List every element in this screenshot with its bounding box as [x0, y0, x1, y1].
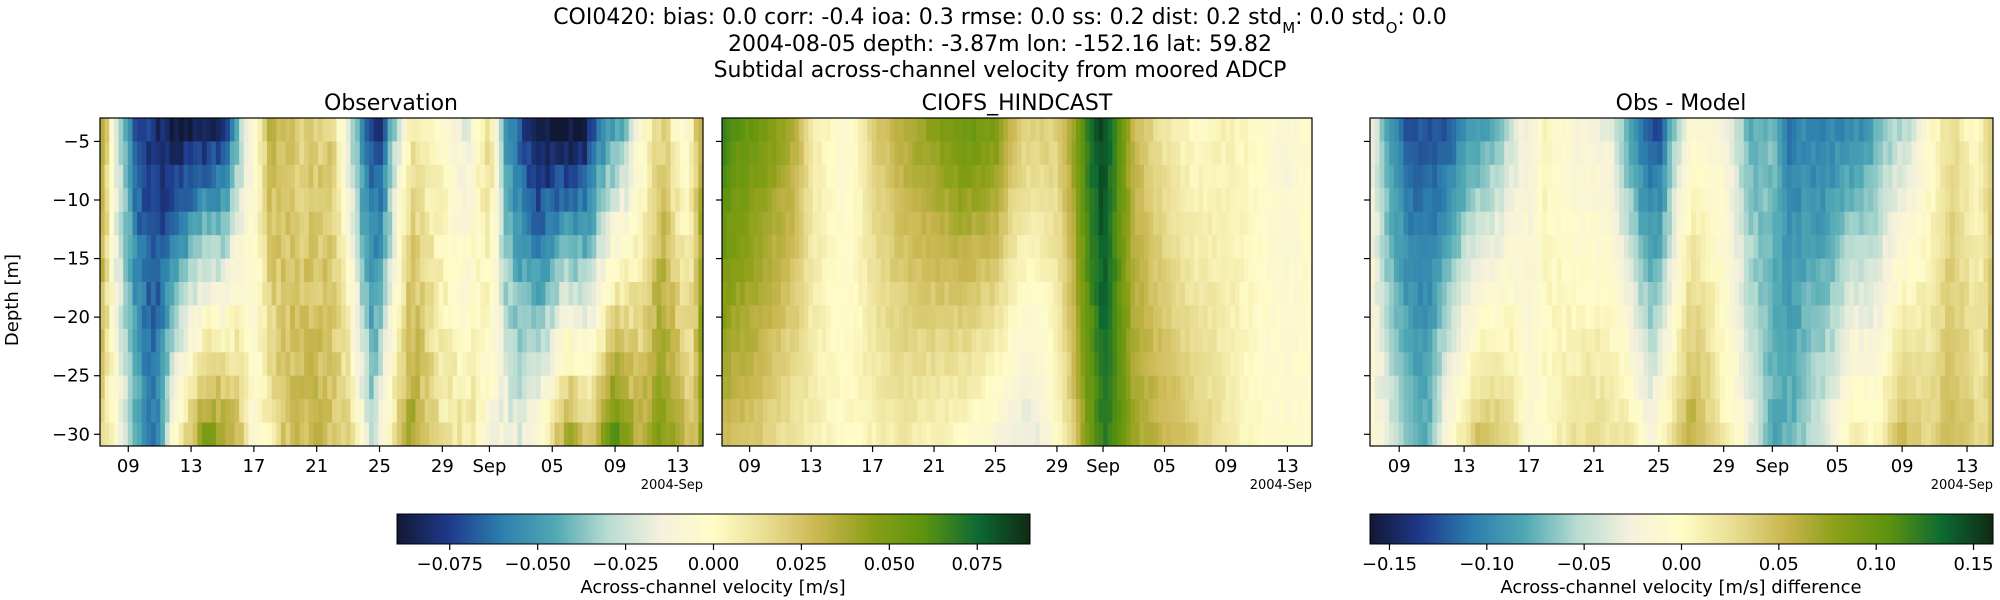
- colorbar-tick-label: −0.10: [1459, 554, 1514, 575]
- axes-frame-model: [721, 117, 1313, 447]
- colorbar-tick-label: −0.15: [1362, 554, 1417, 575]
- colorbar-velocity: [396, 513, 1031, 545]
- x-tick-label: 29: [1712, 456, 1735, 477]
- colorbar-tick-label: 0.00: [1661, 554, 1701, 575]
- colorbar-label-difference: Across-channel velocity [m/s] difference: [1500, 577, 1861, 598]
- panel-title-model: CIOFS_HINDCAST: [922, 91, 1113, 116]
- x-tick-label: 05: [1826, 456, 1849, 477]
- y-tick-label: −30: [52, 424, 90, 445]
- x-tick-label: Sep: [1755, 456, 1789, 477]
- colorbar-tick-label: 0.025: [776, 554, 828, 575]
- colorbar-tick-label: −0.05: [1557, 554, 1612, 575]
- x-tick-label: 13: [1956, 456, 1979, 477]
- figure-title-line3: Subtidal across-channel velocity from mo…: [714, 58, 1287, 83]
- colorbar-tick-label: −0.025: [592, 554, 659, 575]
- x-tick-label: Sep: [1086, 456, 1120, 477]
- x-offset-label-model: 2004-Sep: [1250, 478, 1312, 493]
- figure-title-line2: 2004-08-05 depth: -3.87m lon: -152.16 la…: [728, 32, 1272, 57]
- x-tick-label: 13: [180, 456, 203, 477]
- heatmap-model: [722, 118, 1312, 446]
- x-tick-label: 17: [242, 456, 265, 477]
- x-tick-label: 09: [117, 456, 140, 477]
- x-tick-label: 13: [800, 456, 823, 477]
- x-tick-label: 25: [368, 456, 391, 477]
- colorbar-tick-label: −0.050: [504, 554, 571, 575]
- colorbar-tick-label: 0.15: [1953, 554, 1993, 575]
- x-tick-label: 17: [861, 456, 884, 477]
- x-tick-label: 05: [1153, 456, 1176, 477]
- y-tick-label: −5: [63, 131, 90, 152]
- x-tick-label: 09: [604, 456, 627, 477]
- x-tick-label: Sep: [472, 456, 506, 477]
- x-offset-label-difference: 2004-Sep: [1931, 478, 1993, 493]
- x-tick-label: 09: [1891, 456, 1914, 477]
- panel-title-difference: Obs - Model: [1616, 91, 1747, 116]
- x-tick-label: 05: [541, 456, 564, 477]
- x-tick-label: 09: [1215, 456, 1238, 477]
- x-offset-label-observation: 2004-Sep: [641, 478, 703, 493]
- colorbar-tick-label: 0.050: [864, 554, 916, 575]
- colorbar-tick-label: 0.05: [1759, 554, 1799, 575]
- x-tick-label: 25: [984, 456, 1007, 477]
- y-tick-label: −10: [52, 190, 90, 211]
- x-tick-label: 21: [305, 456, 328, 477]
- panel-title-observation: Observation: [324, 91, 458, 116]
- x-tick-label: 29: [1045, 456, 1068, 477]
- colorbar-tick-label: 0.10: [1856, 554, 1896, 575]
- y-axis-label: Depth [m]: [2, 254, 23, 346]
- heatmap-observation: [100, 118, 703, 446]
- colorbar-difference: [1369, 513, 1994, 545]
- x-tick-label: 13: [1453, 456, 1476, 477]
- figure-title-line1: COI0420: bias: 0.0 corr: -0.4 ioa: 0.3 r…: [553, 5, 1447, 37]
- colorbar-label-velocity: Across-channel velocity [m/s]: [580, 577, 845, 598]
- colorbar-tick-label: −0.075: [416, 554, 483, 575]
- colorbar-tick-label: 0.075: [951, 554, 1003, 575]
- colorbar-ticks: −0.075 −0.050 −0.025 0.000 0.025 0.050 0.075 −0…: [416, 544, 1994, 575]
- heatmap-difference: [1370, 118, 1993, 446]
- x-tick-label: 09: [1388, 456, 1411, 477]
- y-tick-label: −15: [52, 249, 90, 270]
- axes-frame-difference: [1369, 117, 1994, 447]
- x-tick-label: 21: [923, 456, 946, 477]
- x-tick-label: 09: [738, 456, 761, 477]
- x-tick-label: 13: [1276, 456, 1299, 477]
- y-tick-label: −25: [52, 366, 90, 387]
- x-tick-label: 29: [431, 456, 454, 477]
- axis-ticks: −5 −10 −15 −20 −25 −30 09 13 17 21 25 29 Sep 05 09 13 09…: [52, 131, 1978, 477]
- colorbar-tick-label: 0.000: [688, 554, 740, 575]
- x-tick-label: 17: [1518, 456, 1541, 477]
- x-tick-label: 25: [1647, 456, 1670, 477]
- y-tick-label: −20: [52, 307, 90, 328]
- axes-frame-observation: [99, 117, 704, 447]
- x-tick-label: 13: [666, 456, 689, 477]
- x-tick-label: 21: [1582, 456, 1605, 477]
